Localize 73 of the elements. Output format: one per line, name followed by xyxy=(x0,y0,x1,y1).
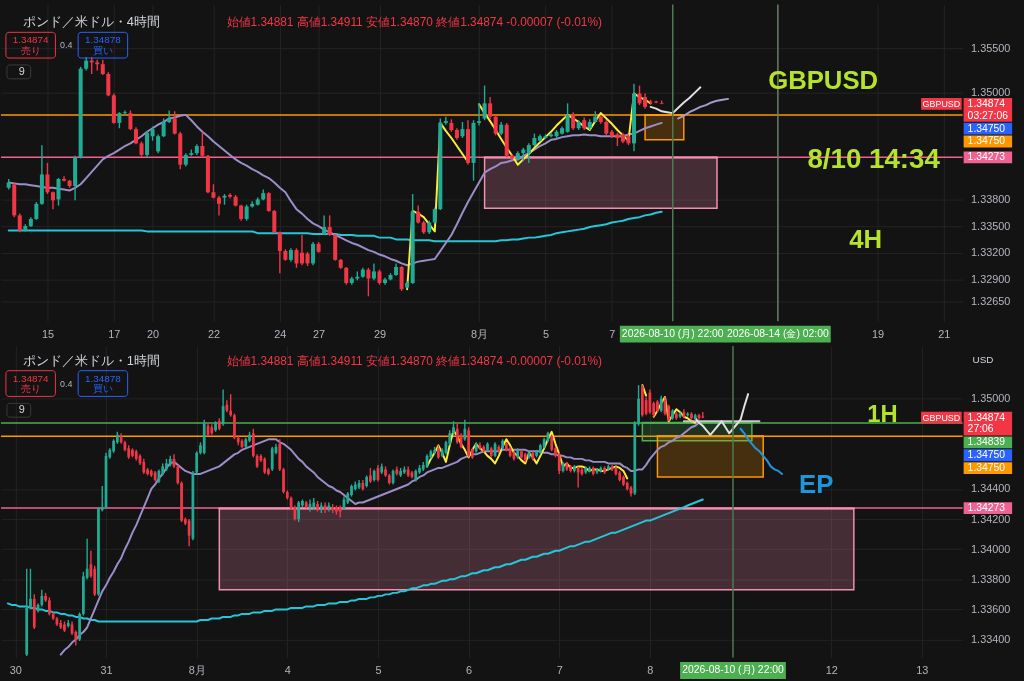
annotation: 1H xyxy=(867,401,898,428)
x-tick-label: 27 xyxy=(313,327,326,340)
annotation: 買い xyxy=(92,383,113,395)
x-tick-label: 8月 xyxy=(471,327,489,340)
text: 27:06 xyxy=(967,423,994,435)
y-tick-label: 1.33800 xyxy=(971,192,1011,205)
x-tick-label: 30 xyxy=(9,663,22,676)
x-tick-label: 2026-08-14 (金) 02:00 xyxy=(727,328,829,340)
text: USD xyxy=(972,353,994,365)
x-tick-label: 15 xyxy=(41,327,54,340)
x-tick-label: 7 xyxy=(556,663,563,676)
ref-line-label: 1.34273 xyxy=(967,502,1006,514)
annotation: GBPUSD xyxy=(768,65,879,94)
y-tick-label: 1.35000 xyxy=(971,392,1011,405)
x-tick-label: 5 xyxy=(375,663,382,676)
y-tick-label: 1.33600 xyxy=(971,602,1011,615)
x-tick-label: 4 xyxy=(284,663,291,676)
text: 03:27:06 xyxy=(967,109,1009,121)
x-tick-label: 6 xyxy=(466,663,473,676)
x-tick-label: 24 xyxy=(274,327,287,340)
y-tick-label: 1.34200 xyxy=(971,512,1011,525)
y-tick-label: 1.34000 xyxy=(971,542,1011,555)
text: 1.34874 xyxy=(967,411,1006,423)
x-tick-label: 17 xyxy=(108,327,121,340)
x-tick-label: 20 xyxy=(147,327,160,340)
annotation: 4H xyxy=(849,225,883,253)
ref-line-label: 1.34273 xyxy=(967,151,1006,163)
ref-line-label: 1.34750 xyxy=(967,449,1006,461)
ref-line-label: 1.34839 xyxy=(967,436,1006,448)
x-tick-label: 21 xyxy=(938,327,951,340)
annotation: EP xyxy=(799,470,834,499)
annotation: 1.34874 xyxy=(12,34,50,46)
x-tick-label: 2026-08-10 (月) 22:00 xyxy=(682,664,785,676)
annotation: 売り xyxy=(20,45,41,57)
annotation: 売り xyxy=(20,383,41,395)
annotation: GBPUSD xyxy=(922,98,961,109)
y-tick-label: 1.32650 xyxy=(971,295,1011,308)
y-tick-label: 1.35000 xyxy=(971,86,1011,99)
text: 1.34750 xyxy=(967,462,1006,474)
annotation: 9 xyxy=(18,64,25,77)
x-tick-label: 22 xyxy=(207,327,220,340)
x-tick-label: 8月 xyxy=(188,663,206,676)
y-tick-label: 1.33800 xyxy=(971,572,1011,585)
annotation: GBPUSD xyxy=(922,412,961,423)
annotation: 0.4 xyxy=(60,40,73,51)
x-tick-label: 5 xyxy=(542,327,549,340)
y-tick-label: 1.33500 xyxy=(971,219,1011,232)
x-tick-label: 29 xyxy=(373,327,386,340)
x-tick-label: 8 xyxy=(647,663,654,676)
y-tick-label: 1.34400 xyxy=(971,482,1011,495)
text: 1.34750 xyxy=(967,135,1006,147)
x-tick-label: 2026-08-10 (月) 22:00 xyxy=(621,328,724,340)
text: ポンド／米ドル・1時間 xyxy=(22,352,160,368)
text: 始値1.34881 高値1.34911 安値1.34870 終値1.34874 -0.00007 (-0.01%) xyxy=(226,15,602,30)
annotation: 0.4 xyxy=(60,378,73,389)
x-tick-label: 13 xyxy=(916,663,929,676)
text: 始値1.34881 高値1.34911 安値1.34870 終値1.34874 -0.00007 (-0.01%) xyxy=(226,353,602,368)
x-tick-label: 12 xyxy=(825,663,838,676)
text: ポンド／米ドル・4時間 xyxy=(22,14,160,30)
annotation: 1.34878 xyxy=(85,372,122,384)
x-tick-label: 19 xyxy=(871,327,885,340)
annotation: 9 xyxy=(18,403,25,416)
y-tick-label: 1.33200 xyxy=(971,246,1011,259)
annotation: 1.34878 xyxy=(85,34,122,46)
annotation: 1.34874 xyxy=(12,372,50,384)
text: 1.34874 xyxy=(967,97,1006,109)
x-tick-label: 31 xyxy=(100,663,113,676)
annotation: 買い xyxy=(92,45,113,57)
y-tick-label: 1.35500 xyxy=(971,41,1011,54)
x-tick-label: 7 xyxy=(609,327,616,340)
y-tick-label: 1.33400 xyxy=(971,633,1011,645)
y-tick-label: 1.32900 xyxy=(971,272,1011,285)
ref-line-label: 1.34750 xyxy=(967,122,1006,134)
